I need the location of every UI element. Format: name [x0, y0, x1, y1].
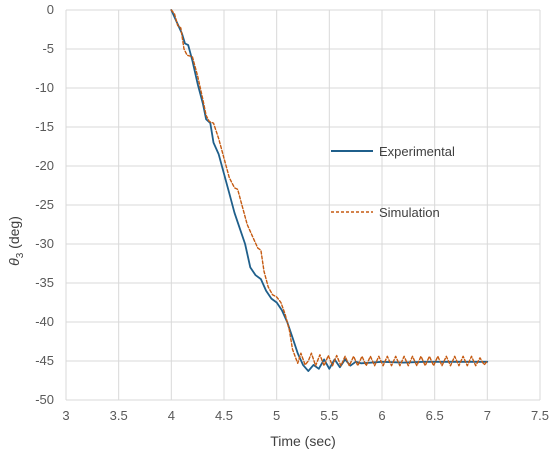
y-tick-label: -35: [35, 275, 54, 290]
y-tick-label: -10: [35, 80, 54, 95]
series-lines: [170, 9, 489, 373]
x-tick-labels: 3 3.5 4 4.5 5 5.5 6 6.5 7 7.5: [62, 408, 549, 423]
y-tick-label: 0: [47, 2, 54, 17]
legend: Experimental Simulation: [331, 144, 455, 220]
x-tick-label: 6: [378, 408, 385, 423]
y-tick-label: -30: [35, 236, 54, 251]
y-tick-label: -25: [35, 197, 54, 212]
y-axis-title: θ3 (deg): [6, 216, 26, 266]
y-axis-symbol: θ: [6, 258, 22, 266]
y-tick-label: -15: [35, 119, 54, 134]
y-axis-unit: (deg): [6, 216, 22, 253]
legend-label-simulation: Simulation: [379, 205, 440, 220]
y-tick-label: -40: [35, 314, 54, 329]
x-tick-label: 5.5: [320, 408, 338, 423]
x-tick-label: 6.5: [426, 408, 444, 423]
y-tick-label: -50: [35, 392, 54, 407]
x-tick-label: 3: [62, 408, 69, 423]
gridlines: [65, 9, 541, 401]
x-tick-label: 3.5: [110, 408, 128, 423]
x-tick-label: 7.5: [531, 408, 549, 423]
series-simulation-line: [170, 9, 488, 367]
y-tick-label: -20: [35, 158, 54, 173]
y-tick-labels: 0 -5 -10 -15 -20 -25 -30 -35 -40 -45 -50: [35, 2, 54, 407]
x-tick-label: 5: [273, 408, 280, 423]
x-tick-label: 4.5: [215, 408, 233, 423]
x-axis-title: Time (sec): [270, 433, 336, 449]
y-tick-label: -5: [42, 41, 54, 56]
legend-label-experimental: Experimental: [379, 144, 455, 159]
x-tick-label: 7: [484, 408, 491, 423]
series-experimental-line: [170, 9, 489, 373]
y-tick-label: -45: [35, 353, 54, 368]
x-tick-label: 4: [168, 408, 175, 423]
y-axis-subscript: 3: [15, 252, 26, 258]
